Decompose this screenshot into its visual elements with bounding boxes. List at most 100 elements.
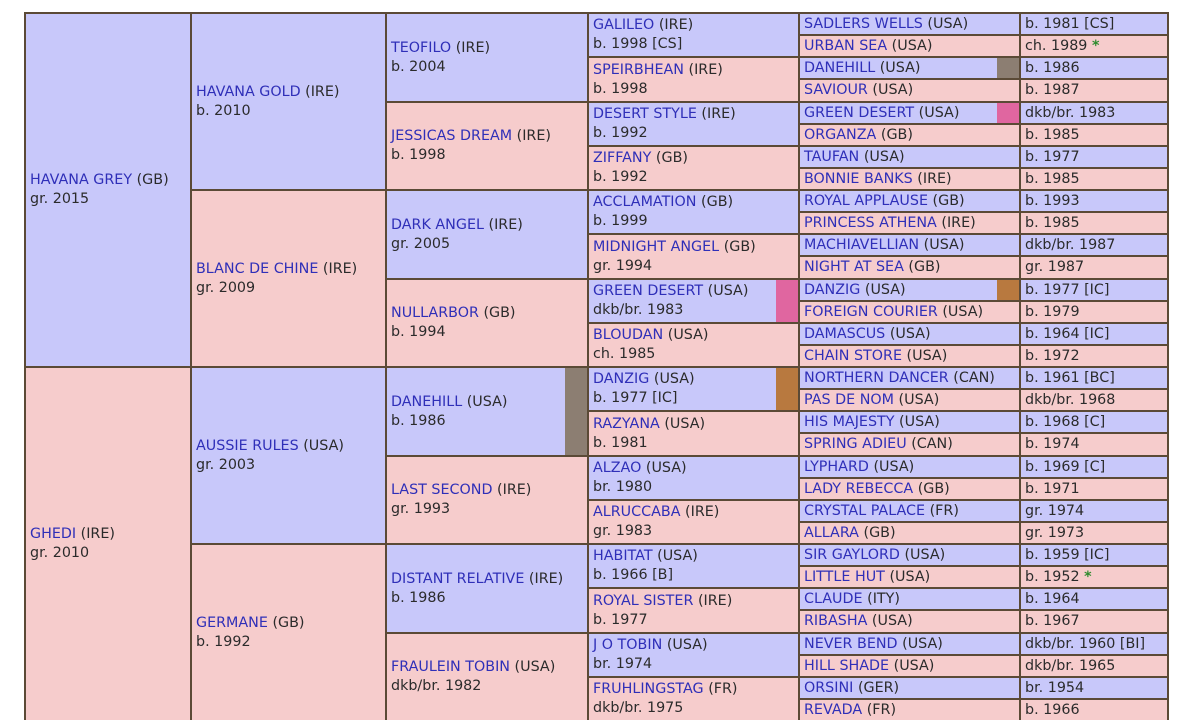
horse-name-link[interactable]: AUSSIE RULES: [196, 437, 299, 454]
horse-name-link[interactable]: JESSICAS DREAM: [391, 128, 513, 144]
horse-name-link[interactable]: LYPHARD: [804, 458, 869, 475]
pedigree-cell-g5: CHAIN STORE (USA): [800, 346, 1019, 366]
horse-info: b. 2004: [391, 58, 446, 75]
horse-info: b. 1979: [1025, 303, 1080, 320]
horse-country: (USA): [889, 568, 931, 585]
horse-name-link[interactable]: LITTLE HUT: [804, 568, 885, 585]
horse-info: gr. 1993: [391, 501, 451, 517]
horse-name-line: RIBASHA (USA): [804, 612, 1015, 631]
horse-name-link[interactable]: NULLARBOR: [391, 305, 479, 321]
horse-info-line: b. 1966: [1025, 701, 1163, 720]
horse-name-link[interactable]: DESERT STYLE: [593, 106, 697, 122]
pedigree-cell-g4: J O TOBIN (USA) br. 1974: [589, 634, 798, 676]
horse-name-link[interactable]: SPEIRBHEAN: [593, 61, 684, 78]
horse-name-link[interactable]: HAVANA GOLD: [196, 83, 301, 100]
horse-name-link[interactable]: GHEDI: [30, 526, 77, 542]
pedigree-cell-g2: HAVANA GOLD (IRE) b. 2010: [192, 14, 385, 189]
horse-name-link[interactable]: CLAUDE: [804, 590, 863, 607]
horse-name-link[interactable]: BONNIE BANKS: [804, 170, 913, 187]
horse-name-link[interactable]: NEVER BEND: [804, 635, 898, 652]
top-cropped-caption: [0, 0, 1179, 10]
horse-name-link[interactable]: HIS MAJESTY: [804, 413, 895, 430]
horse-name-link[interactable]: URBAN SEA: [804, 37, 888, 54]
horse-name-link[interactable]: DANEHILL: [391, 393, 463, 410]
horse-country: (IRE): [917, 170, 952, 187]
horse-info-line: b. 1969 [C]: [1025, 458, 1163, 477]
horse-name-line: ALLARA (GB): [804, 524, 1015, 543]
horse-name-link[interactable]: DANZIG: [804, 281, 861, 298]
horse-name-link[interactable]: SIR GAYLORD: [804, 546, 900, 563]
horse-name-link[interactable]: HILL SHADE: [804, 657, 890, 674]
horse-info-cell: b. 1986: [1021, 58, 1167, 78]
horse-name-link[interactable]: REVADA: [804, 701, 863, 718]
horse-info: b. 1952: [1025, 568, 1080, 585]
horse-name-link[interactable]: ALZAO: [593, 460, 642, 476]
horse-name-link[interactable]: LAST SECOND: [391, 482, 493, 498]
horse-name-link[interactable]: RIBASHA: [804, 613, 868, 629]
horse-name-link[interactable]: ROYAL APPLAUSE: [804, 192, 928, 209]
horse-country: (GB): [136, 172, 169, 188]
horse-name-link[interactable]: J O TOBIN: [593, 637, 663, 653]
horse-name-link[interactable]: RAZYANA: [593, 415, 660, 432]
pedigree-cell-g4: SPEIRBHEAN (IRE) b. 1998: [589, 58, 798, 101]
horse-name-link[interactable]: PRINCESS ATHENA: [804, 214, 937, 231]
horse-name-link[interactable]: DANEHILL: [804, 59, 876, 76]
horse-name-link[interactable]: SPRING ADIEU: [804, 436, 907, 452]
horse-info-cell: b. 1972: [1021, 346, 1167, 366]
horse-name-link[interactable]: TAUFAN: [804, 148, 860, 165]
family-star-icon: *: [1084, 568, 1092, 585]
horse-name-link[interactable]: PAS DE NOM: [804, 391, 894, 408]
horse-name-link[interactable]: FOREIGN COURIER: [804, 303, 938, 320]
horse-name-link[interactable]: GREEN DESERT: [804, 104, 915, 121]
horse-name-link[interactable]: CRYSTAL PALACE: [804, 502, 926, 519]
horse-name-link[interactable]: CHAIN STORE: [804, 347, 902, 364]
horse-name-link[interactable]: MACHIAVELLIAN: [804, 236, 920, 253]
horse-name-link[interactable]: NORTHERN DANCER: [804, 369, 949, 386]
horse-name-link[interactable]: BLOUDAN: [593, 327, 664, 343]
horse-name-line: DISTANT RELATIVE (IRE): [391, 570, 583, 589]
horse-name-line: J O TOBIN (USA): [593, 636, 794, 655]
horse-name-line: PRINCESS ATHENA (IRE): [804, 214, 1015, 233]
pedigree-cell-g5: CRYSTAL PALACE (FR): [800, 501, 1019, 521]
horse-name-link[interactable]: BLANC DE CHINE: [196, 260, 319, 277]
horse-info-cell: b. 1968 [C]: [1021, 412, 1167, 432]
horse-info-cell: dkb/br. 1987: [1021, 235, 1167, 255]
horse-name-link[interactable]: ALRUCCABA: [593, 504, 681, 520]
horse-name-link[interactable]: FRUHLINGSTAG: [593, 681, 704, 697]
horse-name-link[interactable]: ROYAL SISTER: [593, 592, 694, 609]
horse-info-line: b. 1986: [391, 589, 583, 608]
horse-name-link[interactable]: TEOFILO: [391, 39, 452, 56]
horse-info-cell: b. 1964 [IC]: [1021, 324, 1167, 344]
horse-name-link[interactable]: SADLERS WELLS: [804, 15, 923, 32]
pedigree-cell-g5: ALLARA (GB): [800, 523, 1019, 543]
horse-name-link[interactable]: ORGANZA: [804, 126, 877, 143]
horse-info-line: gr. 1994: [593, 257, 794, 276]
pedigree-cell-g5: GREEN DESERT (USA): [800, 103, 1019, 123]
horse-name-link[interactable]: FRAULEIN TOBIN: [391, 659, 510, 675]
horse-name-link[interactable]: DAMASCUS: [804, 325, 886, 342]
horse-name-link[interactable]: ZIFFANY: [593, 150, 652, 166]
horse-name-link[interactable]: SAVIOUR: [804, 82, 868, 98]
horse-name-line: DARK ANGEL (IRE): [391, 216, 583, 235]
horse-name-line: ACCLAMATION (GB): [593, 193, 794, 212]
horse-name-link[interactable]: HAVANA GREY: [30, 172, 133, 188]
horse-info-cell: b. 1961 [BC]: [1021, 368, 1167, 388]
horse-name-link[interactable]: GREEN DESERT: [593, 283, 704, 299]
horse-name-link[interactable]: DARK ANGEL: [391, 216, 484, 233]
horse-name-line: RAZYANA (USA): [593, 415, 794, 434]
horse-name-link[interactable]: ORSINI: [804, 679, 854, 696]
horse-name-link[interactable]: GALILEO: [593, 17, 655, 33]
pedigree-cell-g3: TEOFILO (IRE) b. 2004: [387, 14, 587, 101]
horse-info-line: b. 1967: [1025, 612, 1163, 631]
horse-name-link[interactable]: NIGHT AT SEA: [804, 259, 904, 275]
horse-name-link[interactable]: MIDNIGHT ANGEL: [593, 238, 720, 255]
horse-name-link[interactable]: GERMANE: [196, 614, 268, 631]
horse-name-link[interactable]: DISTANT RELATIVE: [391, 570, 525, 587]
horse-name-link[interactable]: ACCLAMATION: [593, 194, 697, 210]
horse-country: (IRE): [305, 83, 340, 100]
horse-name-link[interactable]: LADY REBECCA: [804, 480, 914, 497]
horse-name-link[interactable]: ALLARA: [804, 524, 859, 541]
horse-name-link[interactable]: DANZIG: [593, 371, 650, 387]
pedigree-cell-g4: MIDNIGHT ANGEL (GB) gr. 1994: [589, 235, 798, 278]
horse-name-link[interactable]: HABITAT: [593, 548, 653, 564]
